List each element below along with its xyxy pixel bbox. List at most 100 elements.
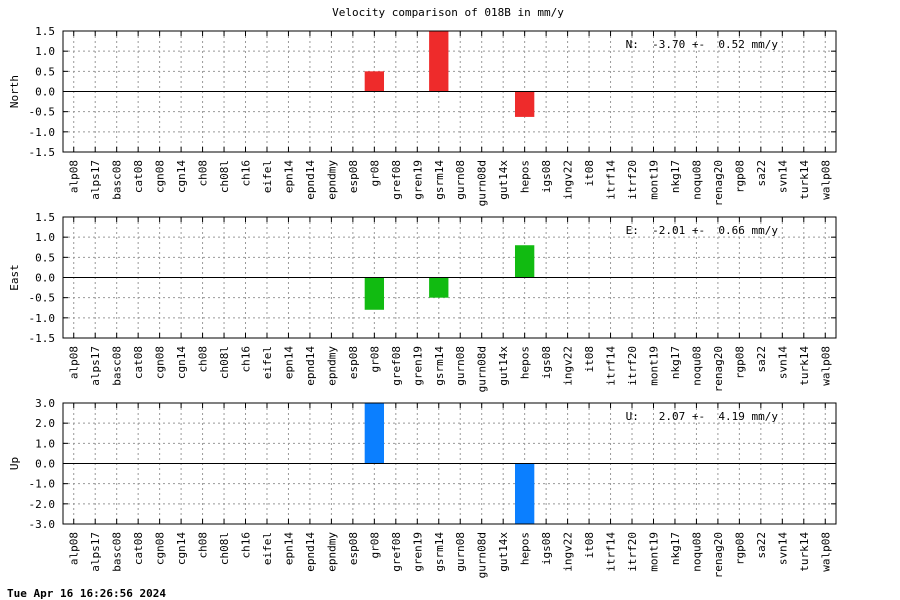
x-tick-label: epndmy (325, 160, 338, 200)
panels: 1.5 1.0 0.5 0.0 -0.5 -1.0 -1.5 alp08 alps17 basc0… (8, 25, 837, 578)
x-tick-label: ingv22 (562, 346, 575, 386)
bar-hepos (514, 91, 535, 117)
x-tick-label: noqu08 (690, 346, 703, 386)
x-tick-label: basc08 (111, 532, 124, 572)
x-tick-label: hepos (519, 532, 532, 565)
x-tick-label: itrf14 (605, 160, 618, 200)
y-tick-label: -1.0 (29, 312, 56, 325)
x-tick-label: cat08 (132, 532, 145, 565)
x-tick-label: eifel (261, 532, 274, 565)
x-tick-label: mont19 (647, 160, 660, 200)
x-tick-label: gurn08d (476, 160, 489, 206)
x-tick-label: renag20 (712, 532, 725, 578)
x-tick-label: rgp08 (733, 532, 746, 565)
y-tick-label: -1.0 (29, 126, 56, 139)
x-tick-label: gsrm14 (433, 346, 446, 386)
x-tick-label: epndmy (325, 532, 338, 572)
y-tick-label: -2.0 (29, 498, 56, 511)
plot-frame (62, 402, 837, 525)
x-tick-label: eifel (261, 160, 274, 193)
y-tick-label: 0.0 (35, 272, 55, 285)
x-tick-label: ch16 (240, 532, 253, 559)
x-tick-label: itrf20 (626, 346, 639, 386)
x-tick-label: cgn08 (154, 532, 167, 565)
x-tick-label: sa22 (755, 160, 768, 187)
x-tick-label: ch16 (240, 160, 253, 187)
x-tick-label: rgp08 (733, 346, 746, 379)
y-tick-label: 2.0 (35, 417, 55, 430)
east-panel: 1.5 1.0 0.5 0.0 -0.5 -1.0 -1.5 alp08 alps17 basc0… (8, 211, 837, 392)
x-tick-label: ch08 (197, 532, 210, 559)
x-tick-label: renag20 (712, 160, 725, 206)
x-tick-label: gurn08d (476, 346, 489, 392)
bar-hepos (514, 463, 535, 524)
x-tick-label: sa22 (755, 532, 768, 559)
y-tick-label: 1.0 (35, 437, 55, 450)
x-tick-label: eifel (261, 346, 274, 379)
plot-frame (62, 216, 837, 339)
x-tick-label: gsrm14 (433, 160, 446, 200)
x-tick-label: sa22 (755, 346, 768, 373)
x-tick-label: alp08 (68, 160, 81, 193)
x-tick-label: alps17 (89, 532, 102, 572)
y-tick-label: -0.5 (29, 106, 56, 119)
plot-frame (62, 30, 837, 153)
y-tick-label: 1.5 (35, 25, 55, 38)
x-tick-label: cgn08 (154, 346, 167, 379)
x-tick-label: it08 (583, 160, 596, 187)
x-tick-label: it08 (583, 346, 596, 373)
x-tick-label: gut14x (497, 346, 510, 386)
velocity-annotation: N: -3.70 +- 0.52 mm/y (626, 38, 779, 51)
bar-hepos (514, 245, 535, 278)
y-tick-label: 0.0 (35, 458, 55, 471)
x-tick-label: nkg17 (669, 532, 682, 565)
x-tick-label: svn14 (776, 160, 789, 193)
x-tick-label: svn14 (776, 346, 789, 379)
x-tick-label: cgn14 (175, 346, 188, 379)
x-tick-label: gr08 (368, 160, 381, 187)
x-tick-label: renag20 (712, 346, 725, 392)
x-tick-label: igs08 (540, 160, 553, 193)
y-tick-label: 1.0 (35, 45, 55, 58)
x-tick-label: cat08 (132, 346, 145, 379)
y-axis-label: Up (8, 457, 21, 470)
x-tick-label: mont19 (647, 532, 660, 572)
x-tick-label: walp08 (819, 532, 832, 572)
x-tick-label: alps17 (89, 160, 102, 200)
y-tick-label: 1.5 (35, 211, 55, 224)
x-tick-label: itrf14 (605, 346, 618, 386)
bar-gsrm14 (429, 31, 449, 92)
x-tick-label: gurn08 (454, 160, 467, 200)
x-tick-label: turk14 (798, 532, 811, 572)
x-tick-label: alps17 (89, 346, 102, 386)
y-tick-label: 3.0 (35, 397, 55, 410)
x-tick-label: ch16 (240, 346, 253, 373)
up-panel: 3.0 2.0 1.0 0.0 -1.0 -2.0 -3.0 alp08 alps17 basc0… (8, 397, 837, 578)
x-tick-label: noqu08 (690, 532, 703, 572)
x-tick-label: ch08 (197, 346, 210, 373)
x-tick-label: basc08 (111, 346, 124, 386)
x-tick-label: ingv22 (562, 532, 575, 572)
x-tick-label: gref08 (390, 346, 403, 386)
x-tick-label: rgp08 (733, 160, 746, 193)
x-tick-label: epn14 (282, 532, 295, 565)
north-panel: 1.5 1.0 0.5 0.0 -0.5 -1.0 -1.5 alp08 alps17 basc0… (8, 25, 837, 206)
y-tick-label: 0.5 (35, 65, 55, 78)
y-tick-label: 1.0 (35, 231, 55, 244)
chart-title: Velocity comparison of 018B in mm/y (332, 6, 564, 19)
x-tick-label: turk14 (798, 346, 811, 386)
x-tick-label: gref08 (390, 160, 403, 200)
y-tick-label: 0.0 (35, 86, 55, 99)
x-tick-label: gurn08 (454, 346, 467, 386)
x-tick-label: itrf14 (605, 532, 618, 572)
x-tick-label: noqu08 (690, 160, 703, 200)
x-tick-label: ch08l (218, 532, 231, 565)
x-tick-label: alp08 (68, 346, 81, 379)
x-tick-label: epnd14 (304, 160, 317, 200)
x-tick-label: basc08 (111, 160, 124, 200)
y-axis-label: East (8, 264, 21, 291)
x-tick-label: gurn08d (476, 532, 489, 578)
x-tick-label: esp08 (347, 346, 360, 379)
y-tick-label: -1.0 (29, 478, 56, 491)
x-tick-label: gren19 (411, 160, 424, 200)
